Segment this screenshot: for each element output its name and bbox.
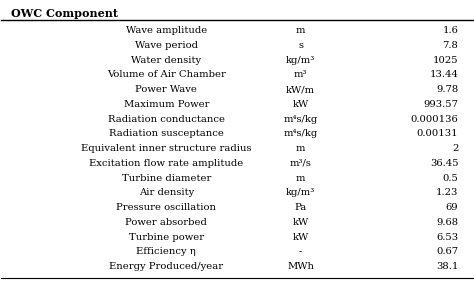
Text: 6.53: 6.53 [437, 233, 458, 241]
Text: 9.68: 9.68 [437, 218, 458, 227]
Text: m³: m³ [294, 70, 307, 80]
Text: 993.57: 993.57 [423, 100, 458, 109]
Text: Wave period: Wave period [135, 41, 198, 50]
Text: Turbine diameter: Turbine diameter [122, 174, 211, 183]
Text: s: s [298, 41, 303, 50]
Text: Efficiency η: Efficiency η [137, 247, 196, 256]
Text: -: - [299, 247, 302, 256]
Text: m³/s: m³/s [290, 159, 311, 168]
Text: Power Wave: Power Wave [136, 85, 197, 94]
Text: 0.000136: 0.000136 [411, 115, 458, 124]
Text: kW: kW [292, 233, 309, 241]
Text: 2: 2 [452, 144, 458, 153]
Text: Maximum Power: Maximum Power [124, 100, 209, 109]
Text: 36.45: 36.45 [430, 159, 458, 168]
Text: kW: kW [292, 100, 309, 109]
Text: kg/m³: kg/m³ [286, 188, 315, 197]
Text: m: m [296, 26, 305, 35]
Text: OWC Component: OWC Component [11, 9, 118, 19]
Text: Radiation susceptance: Radiation susceptance [109, 130, 224, 138]
Text: 9.78: 9.78 [436, 85, 458, 94]
Text: Water density: Water density [131, 56, 201, 65]
Text: 0.67: 0.67 [437, 247, 458, 256]
Text: Equivalent inner structure radius: Equivalent inner structure radius [81, 144, 252, 153]
Text: Pa: Pa [294, 203, 307, 212]
Text: m: m [296, 144, 305, 153]
Text: Turbine power: Turbine power [129, 233, 204, 241]
Text: 69: 69 [446, 203, 458, 212]
Text: 0.00131: 0.00131 [417, 130, 458, 138]
Text: 1.23: 1.23 [436, 188, 458, 197]
Text: 0.5: 0.5 [443, 174, 458, 183]
Text: 1.6: 1.6 [443, 26, 458, 35]
Text: 7.8: 7.8 [443, 41, 458, 50]
Text: Power absorbed: Power absorbed [126, 218, 207, 227]
Text: kW: kW [292, 218, 309, 227]
Text: m⁴s/kg: m⁴s/kg [283, 130, 318, 138]
Text: kW/m: kW/m [286, 85, 315, 94]
Text: Excitation flow rate amplitude: Excitation flow rate amplitude [89, 159, 244, 168]
Text: Pressure oscillation: Pressure oscillation [116, 203, 216, 212]
Text: 13.44: 13.44 [429, 70, 458, 80]
Text: m: m [296, 174, 305, 183]
Text: Volume of Air Chamber: Volume of Air Chamber [107, 70, 226, 80]
Text: Air density: Air density [139, 188, 194, 197]
Text: Energy Produced/year: Energy Produced/year [109, 262, 223, 271]
Text: Wave amplitude: Wave amplitude [126, 26, 207, 35]
Text: 38.1: 38.1 [436, 262, 458, 271]
Text: MWh: MWh [287, 262, 314, 271]
Text: kg/m³: kg/m³ [286, 56, 315, 65]
Text: m⁴s/kg: m⁴s/kg [283, 115, 318, 124]
Text: Radiation conductance: Radiation conductance [108, 115, 225, 124]
Text: 1025: 1025 [433, 56, 458, 65]
